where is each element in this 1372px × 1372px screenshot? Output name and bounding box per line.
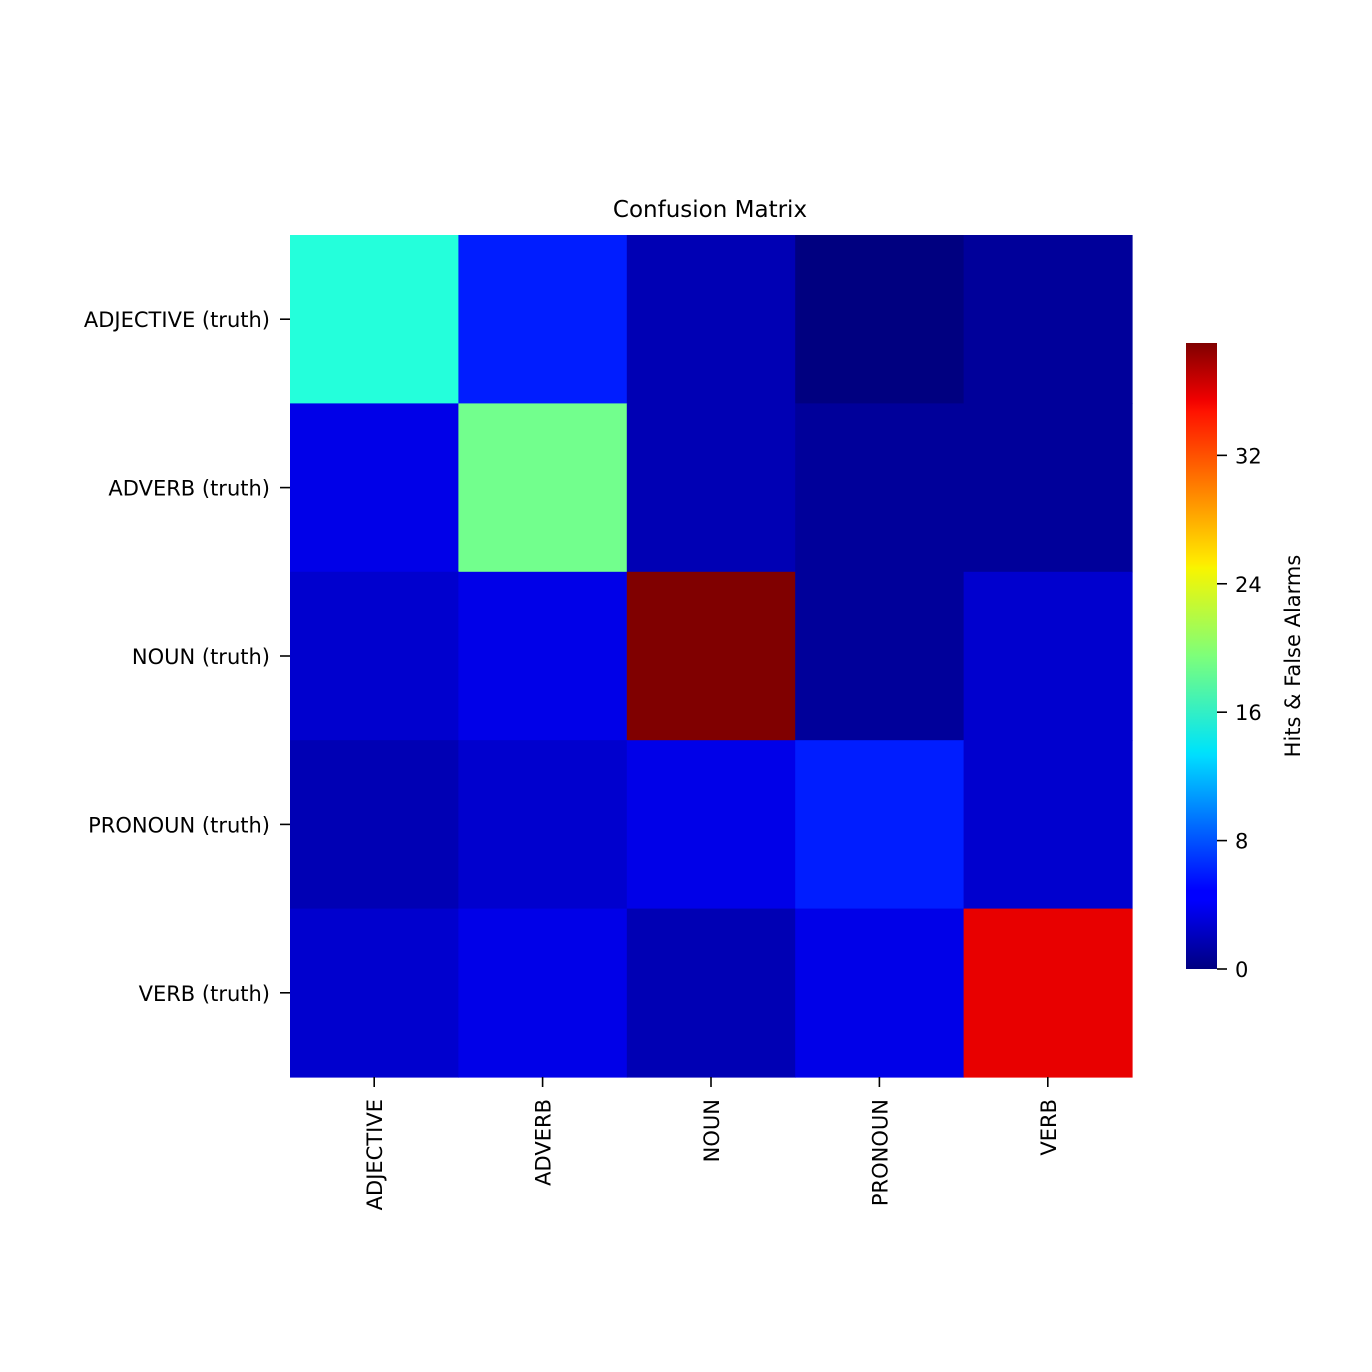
column-label: PRONOUN (868, 1099, 892, 1206)
colorbar-ticks: 0 8 16 24 32 (1217, 444, 1262, 982)
heatmap-cell-r1-c2 (626, 403, 796, 573)
heatmap-cell-r3-c3 (795, 740, 965, 910)
heatmap-cell-r4-c4 (963, 908, 1133, 1078)
row-label: NOUN (truth) (132, 645, 270, 669)
colorbar-tick-label: 24 (1235, 573, 1262, 597)
heatmap-cell-r4-c1 (458, 908, 628, 1078)
heatmap-cell-r1-c1 (458, 403, 628, 573)
row-labels: ADJECTIVE (truth) ADVERB (truth) NOUN (tru… (84, 308, 290, 1006)
column-label: ADJECTIVE (363, 1099, 387, 1210)
column-labels: ADJECTIVE ADVERB NOUN PRONOUN VERB (363, 1077, 1061, 1210)
row-label: PRONOUN (truth) (88, 813, 270, 837)
heatmap-cell-r3-c4 (963, 740, 1133, 910)
heatmap-cell-r3-c1 (458, 740, 628, 910)
colorbar-gradient (1186, 343, 1217, 969)
row-label: VERB (truth) (139, 982, 270, 1006)
heatmap-cells (290, 235, 1133, 1078)
heatmap-cell-r3-c0 (290, 740, 459, 910)
heatmap-cell-r0-c3 (795, 235, 965, 404)
heatmap-cell-r1-c3 (795, 403, 965, 573)
heatmap-cell-r0-c4 (963, 235, 1133, 404)
colorbar-tick-label: 32 (1235, 444, 1262, 468)
chart-title: Confusion Matrix (613, 197, 807, 223)
colorbar-tick-label: 8 (1235, 830, 1248, 854)
colorbar-label: Hits & False Alarms (1281, 555, 1305, 758)
row-label: ADVERB (truth) (108, 477, 270, 501)
column-label: NOUN (700, 1099, 724, 1162)
heatmap-cell-r4-c0 (290, 908, 459, 1078)
heatmap-cell-r2-c4 (963, 571, 1133, 741)
colorbar-tick-label: 16 (1235, 701, 1262, 725)
heatmap-cell-r4-c3 (795, 908, 965, 1078)
heatmap-cell-r3-c2 (626, 740, 796, 910)
heatmap-cell-r1-c0 (290, 403, 459, 573)
heatmap-cell-r2-c1 (458, 571, 628, 741)
column-label: ADVERB (532, 1099, 556, 1186)
heatmap-cell-r0-c1 (458, 235, 628, 404)
colorbar: 0 8 16 24 32 Hits & False Alarms (1186, 343, 1305, 982)
heatmap-cell-r4-c2 (626, 908, 796, 1078)
heatmap-cell-r1-c4 (963, 403, 1133, 573)
heatmap-cell-r2-c0 (290, 571, 459, 741)
row-label: ADJECTIVE (truth) (84, 308, 270, 332)
heatmap-cell-r0-c0 (290, 235, 459, 404)
heatmap-cell-r2-c2 (626, 571, 796, 741)
colorbar-tick-label: 0 (1235, 958, 1248, 982)
heatmap-cell-r2-c3 (795, 571, 965, 741)
heatmap-cell-r0-c2 (626, 235, 796, 404)
column-label: VERB (1037, 1099, 1061, 1156)
